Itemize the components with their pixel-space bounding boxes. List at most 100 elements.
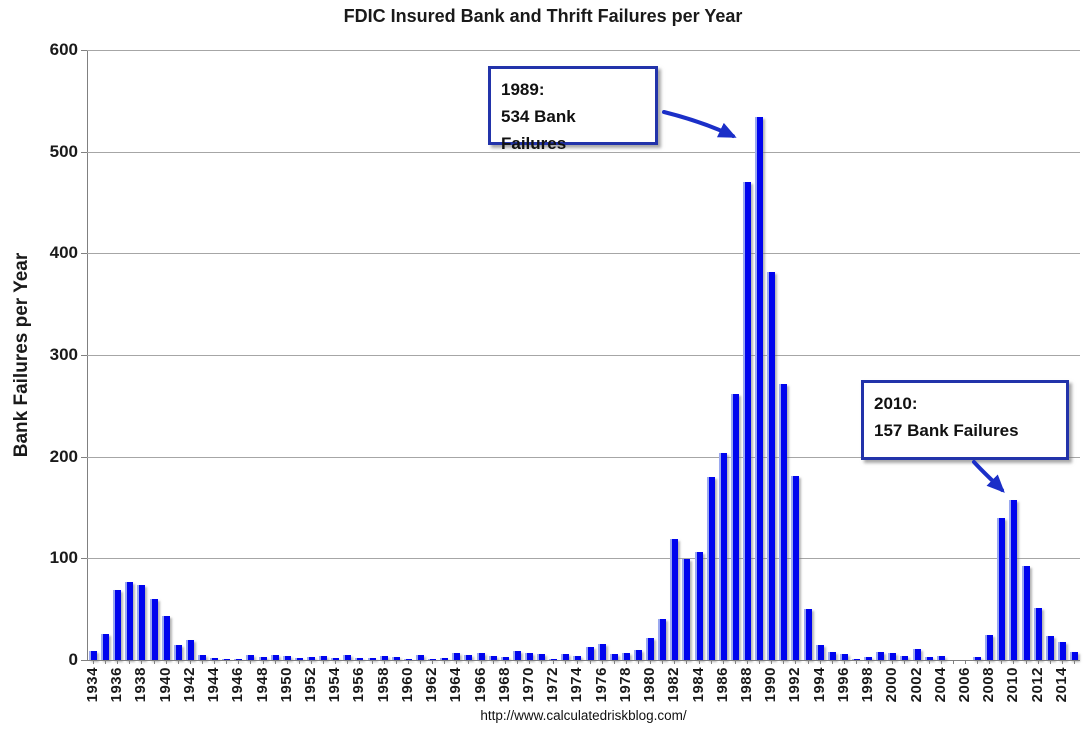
bar-1952	[307, 656, 316, 660]
bar-1953	[319, 655, 328, 660]
y-tick-label-200: 200	[49, 446, 78, 466]
x-tick-label-2002: 2002	[907, 667, 925, 703]
chart-title: FDIC Insured Bank and Thrift Failures pe…	[343, 6, 743, 26]
x-tick-1998	[868, 660, 870, 664]
x-tick-label-1992: 1992	[786, 667, 804, 703]
x-tick-1964	[456, 660, 458, 664]
x-tick-label-1958: 1958	[374, 667, 392, 703]
x-tick-1984	[698, 660, 700, 664]
x-tick-1952	[311, 660, 313, 664]
x-tick-label-1948: 1948	[253, 667, 271, 703]
x-tick-2012	[1037, 660, 1039, 664]
x-tick-label-1976: 1976	[592, 667, 610, 703]
bar-1996	[839, 653, 848, 660]
bar-1973	[561, 653, 570, 660]
x-tick-1990	[771, 660, 773, 664]
x-tick-1989	[759, 660, 761, 664]
y-tick-label-600: 600	[49, 40, 78, 59]
gridline-600	[87, 50, 1080, 51]
x-tick-1954	[335, 660, 337, 664]
x-tick-1975	[589, 660, 591, 664]
x-tick-label-1950: 1950	[277, 667, 295, 703]
x-tick-1973	[565, 660, 567, 664]
x-tick-label-1998: 1998	[859, 667, 877, 703]
bar-1951	[294, 657, 303, 660]
source-url: http://www.calculatedriskblog.com/	[480, 708, 687, 723]
x-tick-label-1954: 1954	[326, 667, 344, 703]
x-tick-label-1990: 1990	[762, 667, 780, 703]
x-tick-1970	[529, 660, 530, 664]
bar-2003	[924, 656, 933, 660]
x-tick-label-1978: 1978	[616, 667, 634, 703]
x-tick-2004	[940, 660, 942, 664]
x-tick-label-1994: 1994	[810, 667, 828, 703]
bar-2002	[912, 648, 921, 660]
x-tick-1959	[395, 660, 397, 664]
bar-1983	[682, 559, 691, 660]
x-tick-label-1968: 1968	[495, 667, 513, 703]
bar-1982	[670, 539, 679, 660]
x-tick-1939	[153, 660, 155, 664]
x-tick-1986	[722, 660, 724, 664]
bar-1961	[416, 654, 425, 660]
bar-1974	[573, 655, 582, 660]
x-tick-label-1956: 1956	[350, 667, 368, 703]
gridline-500	[87, 151, 1080, 153]
bar-2015	[1069, 651, 1078, 660]
annotation-2010-text: 157 Bank Failures	[874, 421, 1019, 441]
bar-1950	[282, 655, 291, 660]
bar-1995	[827, 651, 836, 660]
x-tick-label-1986: 1986	[713, 667, 731, 703]
bar-1970	[525, 652, 533, 660]
x-tick-label-1946: 1946	[229, 667, 247, 703]
x-tick-2003	[928, 660, 930, 664]
y-tick-500	[81, 151, 87, 153]
bar-2000	[888, 652, 897, 660]
bar-1993	[803, 609, 812, 660]
x-tick-1961	[420, 660, 422, 664]
x-tick-label-1982: 1982	[665, 667, 683, 703]
bar-1944	[210, 657, 219, 660]
x-tick-1943	[202, 660, 204, 664]
bar-1968	[500, 656, 509, 660]
x-tick-label-1936: 1936	[108, 667, 126, 703]
x-tick-1980	[650, 660, 652, 664]
x-tick-2013	[1049, 660, 1051, 664]
x-tick-1987	[734, 660, 736, 664]
annotation-1989-text: 534 Bank Failures	[501, 107, 576, 154]
x-tick-2011	[1025, 660, 1027, 664]
x-tick-2014	[1061, 660, 1063, 664]
bar-1976	[597, 643, 606, 660]
x-tick-label-1962: 1962	[423, 667, 441, 703]
x-tick-label-2004: 2004	[931, 667, 949, 703]
bar-1957	[367, 657, 376, 660]
bar-1990	[767, 271, 776, 660]
x-tick-1981	[662, 660, 664, 664]
bar-1966	[476, 652, 485, 660]
x-tick-1965	[468, 660, 470, 664]
x-tick-1962	[432, 660, 434, 664]
bar-2001	[900, 655, 909, 660]
x-tick-1934	[93, 660, 95, 664]
x-tick-1955	[347, 660, 349, 664]
bar-1955	[343, 654, 352, 660]
bar-1940	[161, 616, 170, 660]
x-tick-label-1970: 1970	[520, 667, 537, 703]
bar-2012	[1033, 608, 1042, 660]
x-tick-label-1934: 1934	[84, 667, 102, 703]
x-tick-label-2014: 2014	[1052, 667, 1070, 703]
x-tick-1988	[746, 660, 748, 664]
x-tick-1958	[383, 660, 385, 664]
x-tick-1985	[710, 660, 712, 664]
y-tick-label-500: 500	[49, 141, 78, 161]
x-tick-1996	[843, 660, 845, 664]
x-tick-label-2010: 2010	[1004, 667, 1022, 703]
x-tick-1967	[492, 660, 494, 664]
bar-1979	[633, 649, 642, 660]
x-tick-1942	[189, 660, 191, 664]
bar-1972	[549, 658, 558, 660]
bar-1943	[198, 654, 207, 660]
bar-1946	[234, 658, 243, 660]
y-tick-300	[81, 355, 87, 356]
